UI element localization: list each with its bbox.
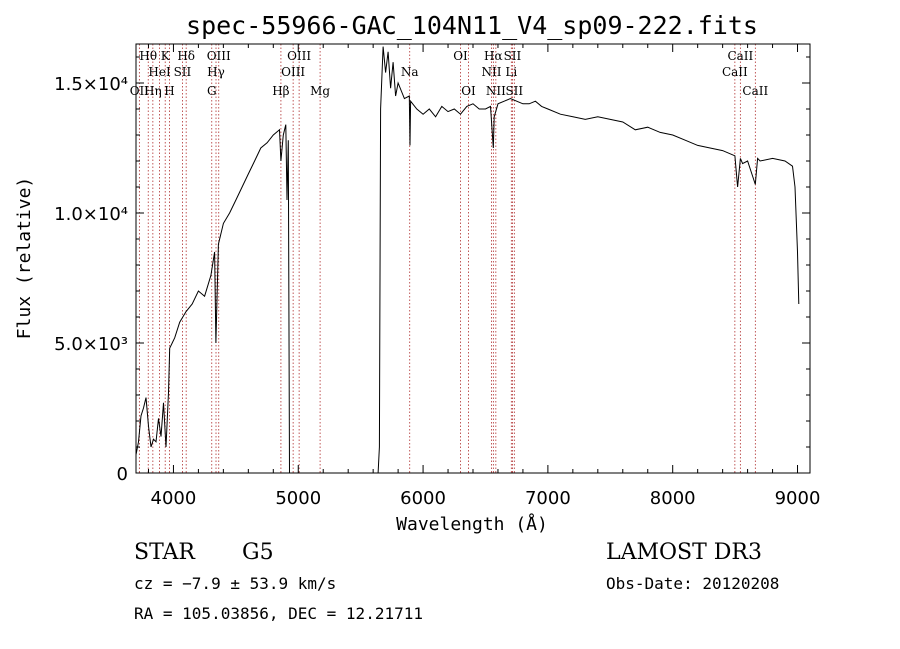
obs-date: Obs-Date: 20120208 [606,574,780,593]
x-tick-label: 7000 [525,488,571,509]
line-marker-label: NII [481,65,501,79]
x-axis-ticks: 4000 5000 6000 7000 8000 9000 [147,44,821,509]
line-marker-label: OIII [281,65,305,79]
coordinates: RA = 105.03856, DEC = 12.21711 [134,604,423,623]
line-marker-label: Na [401,65,419,79]
line-marker-label: NII [486,84,506,98]
y-tick-label: 5.0×10³ [54,334,128,355]
line-marker-label: OIII [207,49,231,63]
x-tick-label: 5000 [275,488,321,509]
line-marker-label: CaII [727,49,753,63]
y-tick-label: 1.5×10⁴ [54,74,128,95]
line-marker-label: OI [453,49,468,63]
line-marker-label: Hγ [207,65,225,79]
y-tick-label: 0 [117,464,128,485]
x-tick-label: 4000 [151,488,197,509]
line-marker-label: H [164,84,174,98]
y-tick-label: 1.0×10⁴ [54,204,128,225]
line-marker-label: Mg [310,84,330,98]
line-marker-label: Hα [484,49,503,63]
line-marker-label: G [207,84,217,98]
line-marker-label: Hθ [139,49,157,63]
spectrum-chart: spec-55966-GAC_104N11_V4_sp09-222.fits H… [14,11,821,535]
line-marker-label: K [161,49,171,63]
line-marker-label: OII [130,84,150,98]
x-tick-label: 9000 [775,488,821,509]
line-marker-label: Hη [144,84,162,98]
spectrum-line [135,46,800,474]
x-axis-label: Wavelength (Å) [396,513,548,535]
chart-title: spec-55966-GAC_104N11_V4_sp09-222.fits [186,11,758,40]
survey-name: LAMOST DR3 [606,540,762,565]
line-marker-label: Hδ [177,49,195,63]
plot-frame [135,43,811,474]
y-axis-ticks: 0 5.0×10³ 1.0×10⁴ 1.5×10⁴ [54,56,810,485]
y-axis-label: Flux (relative) [14,177,35,340]
line-markers [138,44,756,473]
line-marker-label: OI [461,84,476,98]
redshift-cz: cz = −7.9 ± 53.9 km/s [134,574,337,593]
object-class: STAR [134,540,195,565]
line-marker-label: SII [505,84,523,98]
object-subclass: G5 [242,540,274,565]
line-marker-label: OIII [287,49,311,63]
line-marker-label: HeI [148,65,171,79]
x-tick-label: 6000 [400,488,446,509]
line-marker-labels: HθOIIHηHeIKHSIIHδGHγOIIIHβOIIIOIIIMgNaOI… [130,49,769,98]
line-marker-label: Li [505,65,517,79]
x-tick-label: 8000 [650,488,696,509]
line-marker-label: SII [504,49,522,63]
line-marker-label: CaII [742,84,768,98]
line-marker-label: Hβ [272,84,289,98]
line-marker-label: SII [174,65,192,79]
line-marker-label: CaII [722,65,748,79]
